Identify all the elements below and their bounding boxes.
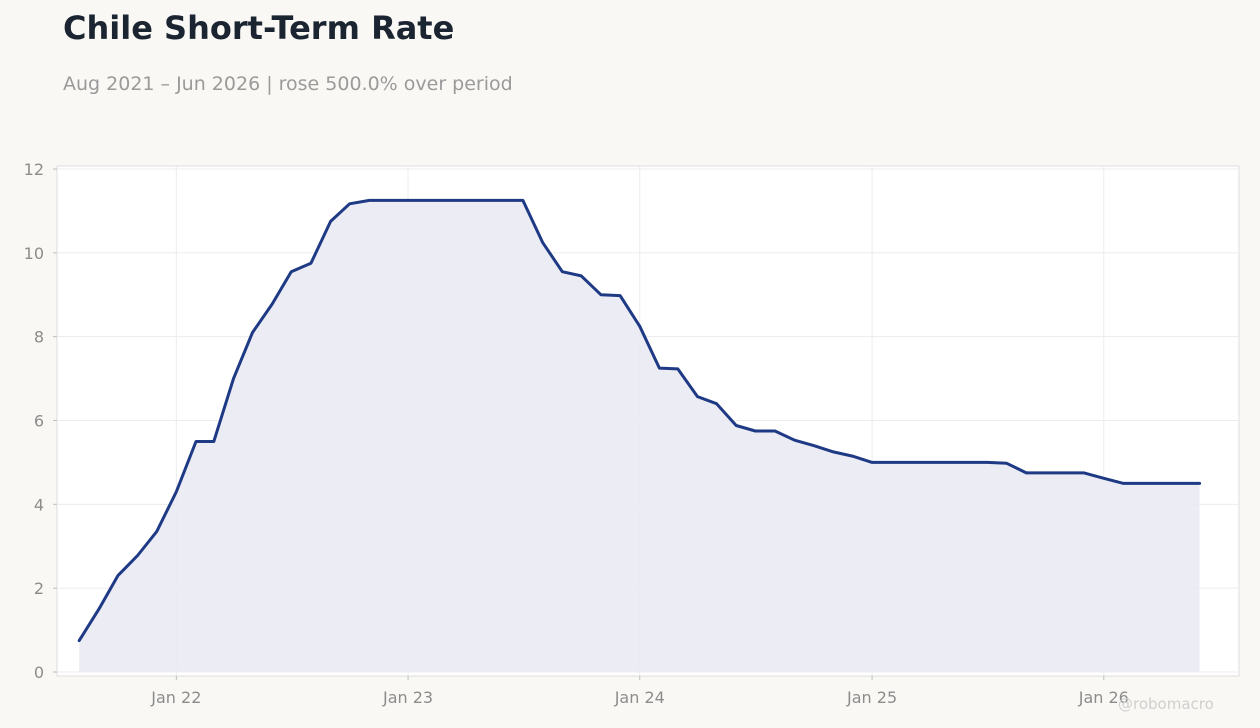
x-tick-label: Jan 23 [382, 688, 433, 707]
x-tick-label: Jan 24 [614, 688, 665, 707]
y-tick-label: 0 [34, 663, 44, 682]
x-tick-label: Jan 22 [150, 688, 201, 707]
y-axis: 0 2 4 6 8 10 12 [24, 160, 57, 682]
x-tick-label: Jan 26 [1078, 688, 1129, 707]
watermark: @robomacro [1118, 695, 1214, 713]
y-tick-label: 8 [34, 328, 44, 347]
y-tick-label: 10 [24, 244, 44, 263]
y-tick-label: 2 [34, 579, 44, 598]
chart-title: Chile Short-Term Rate [63, 9, 455, 47]
x-axis: Jan 22 Jan 23 Jan 24 Jan 25 Jan 26 [150, 676, 1129, 707]
rate-line [77, 198, 1202, 643]
y-tick-label: 6 [34, 412, 44, 431]
chart-subtitle: Aug 2021 – Jun 2026 | rose 500.0% over p… [63, 73, 513, 95]
y-tick-label: 4 [34, 495, 44, 514]
y-tick-label: 12 [24, 160, 44, 179]
area-fill [79, 200, 1200, 672]
x-tick-label: Jan 25 [846, 688, 897, 707]
